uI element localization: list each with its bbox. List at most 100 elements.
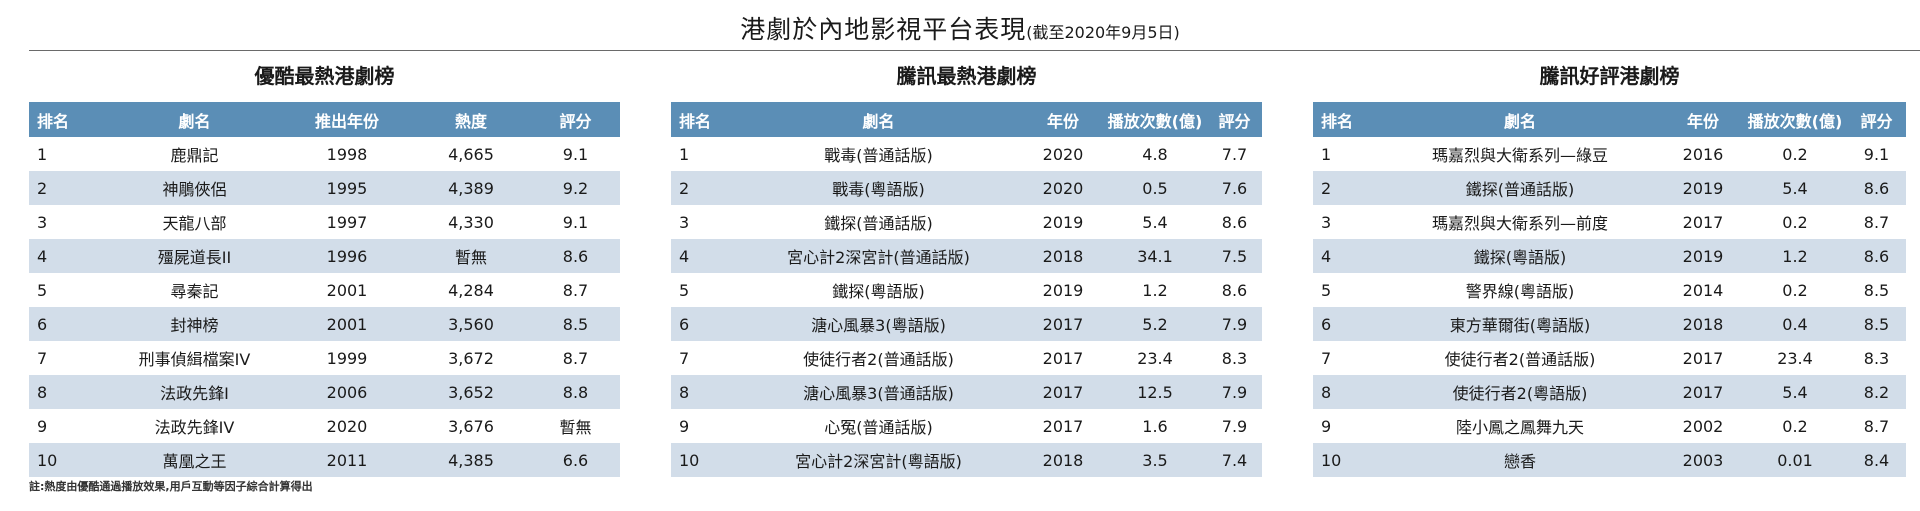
table-cell: 4,284 (448, 280, 494, 300)
table-cell: 使徒行者2(普通話版) (803, 350, 954, 369)
column-header: 評分 (531, 102, 620, 137)
table-cell: 溏心風暴3(粵語版) (734, 307, 1023, 341)
table-cell: 2017 (1042, 416, 1084, 436)
table-cell: 0.2 (1782, 416, 1808, 436)
table-cell: 8.6 (1847, 239, 1906, 273)
table-cell: 2017 (1682, 348, 1724, 368)
youku-table-header: 排名 劇名 推出年份 熱度 評分 (29, 102, 620, 137)
table-cell: 鐵探(粵語版) (1377, 239, 1663, 273)
table-row: 10 宮心計2深宮計(粵語版) 2018 3.5 7.4 (671, 443, 1262, 477)
table-cell: 暫無 (411, 239, 531, 273)
table-cell: 8 (29, 375, 106, 409)
table-cell: 2019 (1042, 280, 1084, 300)
table-cell: 5.2 (1103, 307, 1207, 341)
table-cell: 2018 (1663, 307, 1743, 341)
header-row: 排名 劇名 年份 播放次數(億) 評分 (1313, 102, 1906, 137)
table-cell: 1 (1321, 144, 1332, 164)
column-header: 播放次數(億) (1103, 102, 1207, 137)
table-cell: 2017 (1663, 375, 1743, 409)
table-cell: 12.5 (1103, 375, 1207, 409)
table-cell: 1.6 (1142, 416, 1168, 436)
table-cell: 2001 (283, 307, 411, 341)
table-cell: 0.2 (1782, 212, 1808, 232)
title-divider (29, 50, 1920, 51)
table-cell: 宮心計2深宮計(普通話版) (734, 239, 1023, 273)
table-cell: 7.9 (1207, 375, 1262, 409)
table-cell: 4.8 (1142, 144, 1168, 164)
table-cell: 6 (29, 307, 106, 341)
table-row: 6 溏心風暴3(粵語版) 2017 5.2 7.9 (671, 307, 1262, 341)
table-cell: 9.1 (562, 144, 589, 164)
table-cell: 6.6 (531, 443, 620, 477)
table-row: 10 萬凰之王 2011 4,385 6.6 (29, 443, 620, 477)
table-cell: 萬凰之王 (106, 443, 283, 477)
table-cell: 1 (37, 144, 48, 164)
table-cell: 殭屍道長II (106, 239, 283, 273)
table-row: 5 尋秦記 2001 4,284 8.7 (29, 273, 620, 307)
tencent-rated-table: 排名 劇名 年份 播放次數(億) 評分 1 瑪嘉烈與大衛系列—綠豆 2016 0.2 9.1 2 鐵… (1313, 102, 1906, 477)
table-cell: 7 (679, 348, 690, 368)
table-cell: 4 (1313, 239, 1377, 273)
tencent-hot-table-title: 騰訊最熱港劇榜 (896, 64, 1037, 88)
tencent-hot-table-header: 排名 劇名 年份 播放次數(億) 評分 (671, 102, 1262, 137)
table-cell: 鐵探(粵語版) (832, 282, 925, 301)
table-row: 8 溏心風暴3(普通話版) 2017 12.5 7.9 (671, 375, 1262, 409)
table-cell: 2017 (1042, 348, 1084, 368)
table-cell: 溏心風暴3(普通話版) (734, 375, 1023, 409)
table-cell: 尋秦記 (170, 282, 219, 301)
table-cell: 10 (671, 443, 734, 477)
table-cell: 0.5 (1103, 171, 1207, 205)
table-cell: 3.5 (1103, 443, 1207, 477)
table-cell: 3 (679, 212, 690, 232)
table-cell: 8.7 (562, 348, 589, 368)
table-row: 7 使徒行者2(普通話版) 2017 23.4 8.3 (671, 341, 1262, 375)
table-cell: 6 (671, 307, 734, 341)
table-cell: 1996 (283, 239, 411, 273)
table-row: 2 神鵰俠侶 1995 4,389 9.2 (29, 171, 620, 205)
table-cell: 0.4 (1743, 307, 1847, 341)
table-cell: 瑪嘉烈與大衛系列—前度 (1431, 214, 1608, 233)
table-cell: 2019 (1663, 239, 1743, 273)
table-cell: 3,652 (411, 375, 531, 409)
tencent-rated-table-header: 排名 劇名 年份 播放次數(億) 評分 (1313, 102, 1906, 137)
table-cell: 23.4 (1777, 348, 1813, 368)
table-cell: 法政先鋒IV (154, 418, 235, 437)
table-cell: 4 (29, 239, 106, 273)
table-row: 9 陸小鳳之鳳舞九天 2002 0.2 8.7 (1313, 409, 1906, 443)
youku-panel: 優酷最熱港劇榜 排名 劇名 推出年份 熱度 評分 1 鹿鼎記 1998 4,665 9.1 2 神鵰… (29, 60, 620, 477)
table-cell: 使徒行者2(普通話版) (1444, 350, 1596, 369)
table-cell: 3 (1321, 212, 1332, 232)
header-row: 排名 劇名 推出年份 熱度 評分 (29, 102, 620, 137)
column-header: 劇名 (734, 102, 1023, 137)
table-row: 9 法政先鋒IV 2020 3,676 暫無 (29, 409, 620, 443)
column-header: 評分 (1207, 102, 1262, 137)
table-cell: 9.2 (531, 171, 620, 205)
table-cell: 8.7 (562, 280, 589, 300)
table-cell: 1995 (283, 171, 411, 205)
table-cell: 2011 (283, 443, 411, 477)
tencent-hot-panel: 騰訊最熱港劇榜 排名 劇名 年份 播放次數(億) 評分 1 戰毒(普通話版) 2020 4.8… (671, 60, 1262, 477)
table-cell: 5.4 (1743, 375, 1847, 409)
table-row: 6 封神榜 2001 3,560 8.5 (29, 307, 620, 341)
table-cell: 2020 (1023, 171, 1103, 205)
table-cell: 封神榜 (106, 307, 283, 341)
table-cell: 2019 (1042, 212, 1084, 232)
table-cell: 10 (1313, 443, 1377, 477)
column-header: 推出年份 (283, 102, 411, 137)
table-cell: 9.1 (562, 212, 589, 232)
table-row: 4 宮心計2深宮計(普通話版) 2018 34.1 7.5 (671, 239, 1262, 273)
table-cell: 7.7 (1221, 144, 1248, 164)
table-cell: 9 (679, 416, 690, 436)
column-header: 熱度 (411, 102, 531, 137)
footnote: 註:熱度由優酷通過播放效果,用戶互動等因子綜合計算得出 (29, 480, 313, 493)
table-cell: 2001 (326, 280, 368, 300)
table-cell: 0.2 (1782, 280, 1808, 300)
column-header: 年份 (1663, 102, 1743, 137)
column-header: 排名 (671, 102, 734, 137)
table-cell: 2016 (1682, 144, 1724, 164)
table-cell: 戰毒(普通話版) (824, 146, 933, 165)
youku-table: 排名 劇名 推出年份 熱度 評分 1 鹿鼎記 1998 4,665 9.1 2 神鵰俠侶 1995 4,… (29, 102, 620, 477)
table-cell: 4,330 (448, 212, 494, 232)
table-row: 5 鐵探(粵語版) 2019 1.2 8.6 (671, 273, 1262, 307)
table-cell: 天龍八部 (162, 214, 227, 233)
